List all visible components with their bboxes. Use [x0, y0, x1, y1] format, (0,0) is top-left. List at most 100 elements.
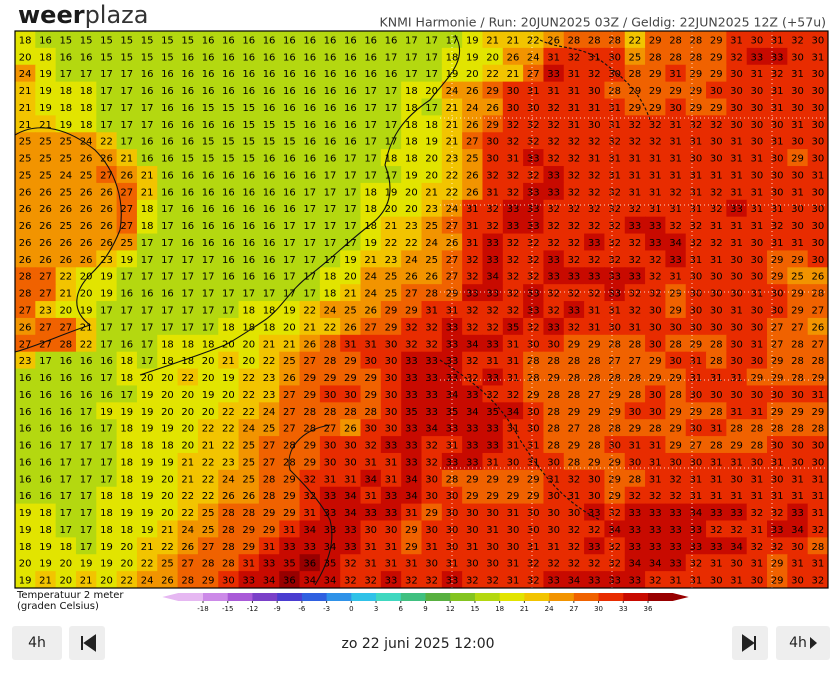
temperature-value: 17	[364, 137, 377, 148]
temperature-value: 32	[568, 154, 581, 165]
temperature-value: 31	[690, 187, 703, 198]
temperature-value: 19	[120, 407, 133, 418]
temperature-cell	[645, 115, 666, 133]
temperature-cell	[258, 166, 280, 184]
temperature-value: 22	[242, 373, 255, 384]
temperature-value: 24	[141, 576, 154, 587]
temperature-cell	[584, 64, 606, 83]
temperature-value: 33	[649, 238, 662, 249]
temperature-value: 29	[629, 103, 642, 114]
temperature-value: 29	[568, 441, 581, 452]
temperature-value: 31	[385, 457, 398, 468]
temperature-value: 28	[547, 390, 560, 401]
temperature-value: 29	[608, 457, 621, 468]
temperature-cell	[604, 149, 626, 167]
temperature-value: 29	[405, 306, 418, 317]
temperature-cell	[563, 166, 585, 184]
temperature-cell	[197, 81, 219, 100]
temperature-value: 27	[771, 322, 784, 333]
temperature-value: 17	[80, 508, 93, 519]
temperature-value: 29	[568, 407, 581, 418]
colorbar-tick-label: 6	[399, 605, 404, 613]
temperature-value: 16	[80, 390, 93, 401]
temperature-cell	[706, 98, 727, 116]
temperature-value: 29	[242, 525, 255, 536]
temperature-value: 30	[730, 322, 743, 333]
temperature-value: 20	[202, 407, 215, 418]
temperature-value: 16	[161, 103, 174, 114]
temperature-value: 24	[19, 69, 32, 80]
temperature-value: 18	[161, 339, 174, 350]
temperature-cell	[340, 149, 362, 167]
temperature-value: 31	[364, 339, 377, 350]
temperature-cell	[502, 31, 524, 49]
temperature-value: 20	[385, 204, 398, 215]
temperature-value: 29	[791, 289, 804, 300]
temperature-value: 18	[141, 204, 154, 215]
temperature-value: 22	[405, 238, 418, 249]
temperature-value: 17	[181, 289, 194, 300]
temperature-value: 17	[344, 238, 357, 249]
temperature-cell	[726, 47, 748, 66]
temperature-value: 25	[425, 255, 438, 266]
temperature-value: 32	[771, 221, 784, 232]
temperature-value: 32	[629, 255, 642, 266]
temperature-value: 33	[547, 272, 560, 283]
temperature-cell	[563, 115, 585, 133]
temperature-cell	[706, 166, 727, 184]
temperature-value: 28	[608, 339, 621, 350]
temperature-value: 17	[161, 255, 174, 266]
temperature-value: 26	[547, 35, 560, 46]
temperature-value: 31	[771, 137, 784, 148]
logo[interactable]: weerplaza	[18, 1, 148, 29]
temperature-value: 31	[608, 120, 621, 131]
temperature-cell	[726, 115, 748, 133]
temperature-value: 30	[385, 407, 398, 418]
temperature-value: 33	[649, 525, 662, 536]
temperature-value: 31	[771, 457, 784, 468]
temperature-value: 33	[669, 542, 682, 553]
temperature-value: 34	[405, 474, 418, 485]
temperature-value: 32	[568, 255, 581, 266]
temperature-value: 25	[242, 457, 255, 468]
temperature-value: 29	[710, 69, 723, 80]
temperature-cell	[441, 81, 463, 100]
temperature-value: 30	[710, 272, 723, 283]
temperature-value: 33	[527, 187, 540, 198]
temperature-value: 31	[750, 154, 763, 165]
temperature-cell	[279, 31, 301, 49]
temperature-value: 35	[324, 559, 337, 570]
temperature-value: 32	[629, 120, 642, 131]
temperature-value: 15	[59, 35, 72, 46]
temperature-value: 30	[730, 86, 743, 97]
temperature-value: 16	[141, 137, 154, 148]
temperature-cell	[55, 47, 77, 66]
temperature-value: 34	[608, 525, 621, 536]
temperature-value: 19	[120, 255, 133, 266]
temperature-value: 32	[649, 255, 662, 266]
temperature-value: 16	[242, 221, 255, 232]
temperature-value: 25	[263, 424, 276, 435]
temperature-value: 17	[344, 221, 357, 232]
temperature-cell	[96, 115, 118, 133]
temperature-value: 28	[588, 35, 601, 46]
temperature-value: 20	[486, 52, 499, 63]
temperature-cell	[299, 81, 321, 100]
temperature-cell	[157, 149, 179, 167]
temperature-value: 29	[263, 525, 276, 536]
temperature-value: 16	[263, 170, 276, 181]
temperature-value: 16	[263, 238, 276, 249]
temperature-value: 32	[507, 170, 520, 181]
temperature-value: 31	[608, 154, 621, 165]
temperature-cell	[787, 166, 809, 184]
temperature-value: 19	[141, 407, 154, 418]
temperature-value: 17	[181, 272, 194, 283]
temperature-cell	[502, 81, 524, 100]
temperature-value: 22	[303, 306, 316, 317]
temperature-value: 26	[466, 170, 479, 181]
temperature-value: 33	[669, 559, 682, 570]
temperature-value: 18	[405, 103, 418, 114]
temperature-value: 34	[669, 238, 682, 249]
temperature-cell	[35, 182, 57, 201]
temperature-value: 29	[771, 373, 784, 384]
